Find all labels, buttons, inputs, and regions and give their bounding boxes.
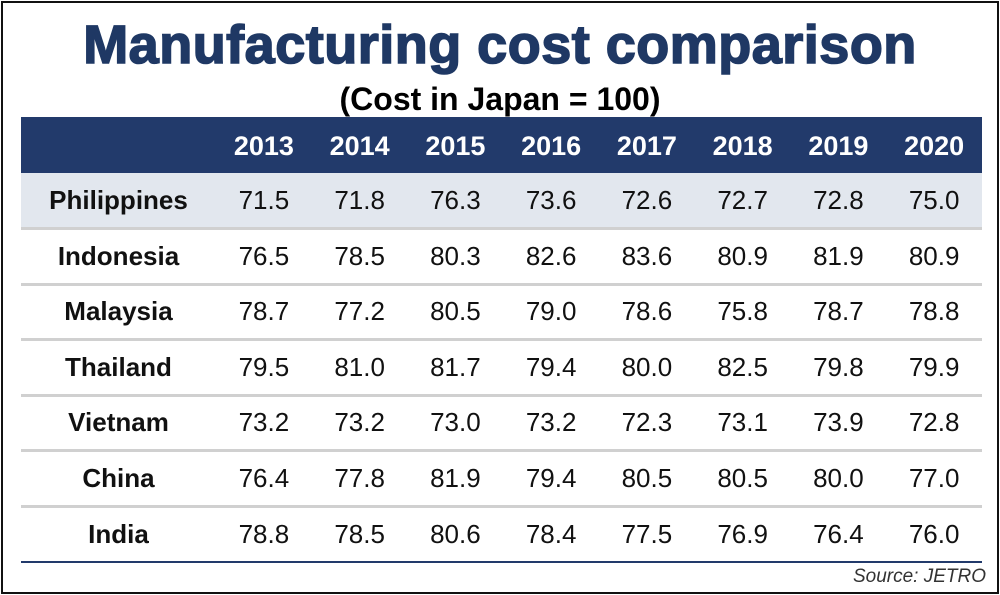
cost-value-cell: 76.9 bbox=[717, 518, 768, 549]
cost-value-cell: 77.5 bbox=[621, 518, 673, 549]
cost-value-cell: 73.9 bbox=[813, 407, 864, 438]
header-year: 2019 bbox=[808, 130, 869, 161]
cost-value-cell: 79.0 bbox=[525, 296, 577, 327]
cost-value-cell: 80.5 bbox=[717, 462, 768, 493]
chart-subtitle: (Cost in Japan = 100) bbox=[339, 81, 661, 117]
cost-value-cell: 80.0 bbox=[621, 351, 673, 382]
cost-value-cell: 79.9 bbox=[908, 351, 960, 382]
country-label: China bbox=[82, 462, 155, 493]
table-row: Thailand 79.5 81.0 81.7 79.4 80.0 82.5 79.8 79.9 bbox=[21, 339, 982, 396]
cost-value-cell: 80.9 bbox=[908, 240, 960, 271]
cost-value-cell: 83.6 bbox=[621, 240, 673, 271]
header-year: 2015 bbox=[425, 130, 486, 161]
header-year: 2018 bbox=[712, 130, 773, 161]
cost-value-cell: 71.5 bbox=[238, 184, 290, 215]
cost-value-cell: 72.6 bbox=[621, 184, 673, 215]
cost-value-cell: 71.8 bbox=[334, 184, 385, 215]
cost-value-cell: 80.0 bbox=[813, 462, 864, 493]
country-label: Vietnam bbox=[68, 407, 169, 438]
country-label: Malaysia bbox=[64, 296, 173, 327]
cost-value-cell: 78.5 bbox=[334, 240, 385, 271]
cost-value-cell: 80.3 bbox=[430, 240, 481, 271]
cost-value-cell: 79.8 bbox=[813, 351, 864, 382]
table-row: Indonesia 76.5 78.5 80.3 82.6 83.6 80.9 81.9 80.… bbox=[21, 228, 982, 285]
cost-value-cell: 76.4 bbox=[813, 518, 864, 549]
cost-value-cell: 78.8 bbox=[908, 296, 960, 327]
cost-value-cell: 72.8 bbox=[908, 407, 960, 438]
cost-value-cell: 73.1 bbox=[717, 407, 768, 438]
country-label: Indonesia bbox=[57, 240, 180, 271]
header-year: 2014 bbox=[329, 130, 390, 161]
cost-value-cell: 75.8 bbox=[717, 296, 768, 327]
cost-value-cell: 77.8 bbox=[334, 462, 385, 493]
cost-table: 2013 2014 2015 2016 2017 2018 2019 2020 … bbox=[21, 117, 982, 563]
header-row: 2013 2014 2015 2016 2017 2018 2019 2020 bbox=[21, 117, 982, 173]
cost-value-cell: 79.4 bbox=[525, 462, 577, 493]
cost-value-cell: 80.5 bbox=[621, 462, 673, 493]
cost-value-cell: 75.0 bbox=[908, 184, 960, 215]
cost-value-cell: 81.0 bbox=[334, 351, 385, 382]
cost-value-cell: 76.3 bbox=[430, 184, 481, 215]
header-year: 2017 bbox=[616, 130, 677, 161]
cost-value-cell: 77.0 bbox=[908, 462, 960, 493]
table-row: China 76.4 77.8 81.9 79.4 80.5 80.5 80.0 77.0 bbox=[21, 450, 982, 507]
cost-value-cell: 80.6 bbox=[430, 518, 481, 549]
cost-value-cell: 78.4 bbox=[525, 518, 577, 549]
source-note: Source: JETRO bbox=[852, 566, 986, 587]
cost-value-cell: 78.8 bbox=[238, 518, 290, 549]
cost-value-cell: 76.0 bbox=[908, 518, 960, 549]
cost-value-cell: 72.3 bbox=[621, 407, 673, 438]
cost-value-cell: 81.7 bbox=[430, 351, 481, 382]
country-label: India bbox=[88, 518, 149, 549]
cost-value-cell: 80.9 bbox=[717, 240, 768, 271]
cost-value-cell: 73.2 bbox=[525, 407, 577, 438]
cost-value-cell: 73.6 bbox=[525, 184, 577, 215]
cost-value-cell: 78.7 bbox=[813, 296, 864, 327]
cost-value-cell: 80.5 bbox=[430, 296, 481, 327]
table-row: Philippines 71.5 71.8 76.3 73.6 72.6 72.7 72.8 7… bbox=[21, 173, 982, 229]
cost-value-cell: 81.9 bbox=[430, 462, 481, 493]
cost-value-cell: 78.5 bbox=[334, 518, 385, 549]
table-row: India 78.8 78.5 80.6 78.4 77.5 76.9 76.4 76.0 bbox=[21, 506, 982, 562]
table-row: Malaysia 78.7 77.2 80.5 79.0 78.6 75.8 78.7 78.8 bbox=[21, 284, 982, 340]
cost-value-cell: 78.6 bbox=[621, 296, 673, 327]
country-label: Thailand bbox=[65, 351, 172, 382]
cost-value-cell: 76.5 bbox=[238, 240, 290, 271]
cost-value-cell: 78.7 bbox=[238, 296, 290, 327]
header-year: 2020 bbox=[904, 130, 965, 161]
header-year: 2016 bbox=[521, 130, 582, 161]
country-label: Philippines bbox=[49, 184, 188, 215]
header-year: 2013 bbox=[233, 130, 294, 161]
cost-value-cell: 73.2 bbox=[334, 407, 385, 438]
cost-value-cell: 82.6 bbox=[525, 240, 577, 271]
cost-value-cell: 72.7 bbox=[717, 184, 768, 215]
cost-value-cell: 81.9 bbox=[813, 240, 864, 271]
cost-value-cell: 82.5 bbox=[717, 351, 768, 382]
cost-value-cell: 79.4 bbox=[525, 351, 577, 382]
header-blank bbox=[21, 117, 216, 173]
cost-value-cell: 73.2 bbox=[238, 407, 290, 438]
cost-value-cell: 73.0 bbox=[430, 407, 481, 438]
cost-value-cell: 79.5 bbox=[238, 351, 290, 382]
cost-value-cell: 76.4 bbox=[238, 462, 290, 493]
table-row: Vietnam 73.2 73.2 73.0 73.2 72.3 73.1 73.9 72.8 bbox=[21, 395, 982, 451]
cost-value-cell: 77.2 bbox=[334, 296, 385, 327]
chart-title: Manufacturing cost comparison bbox=[82, 14, 917, 76]
cost-value-cell: 72.8 bbox=[813, 184, 864, 215]
